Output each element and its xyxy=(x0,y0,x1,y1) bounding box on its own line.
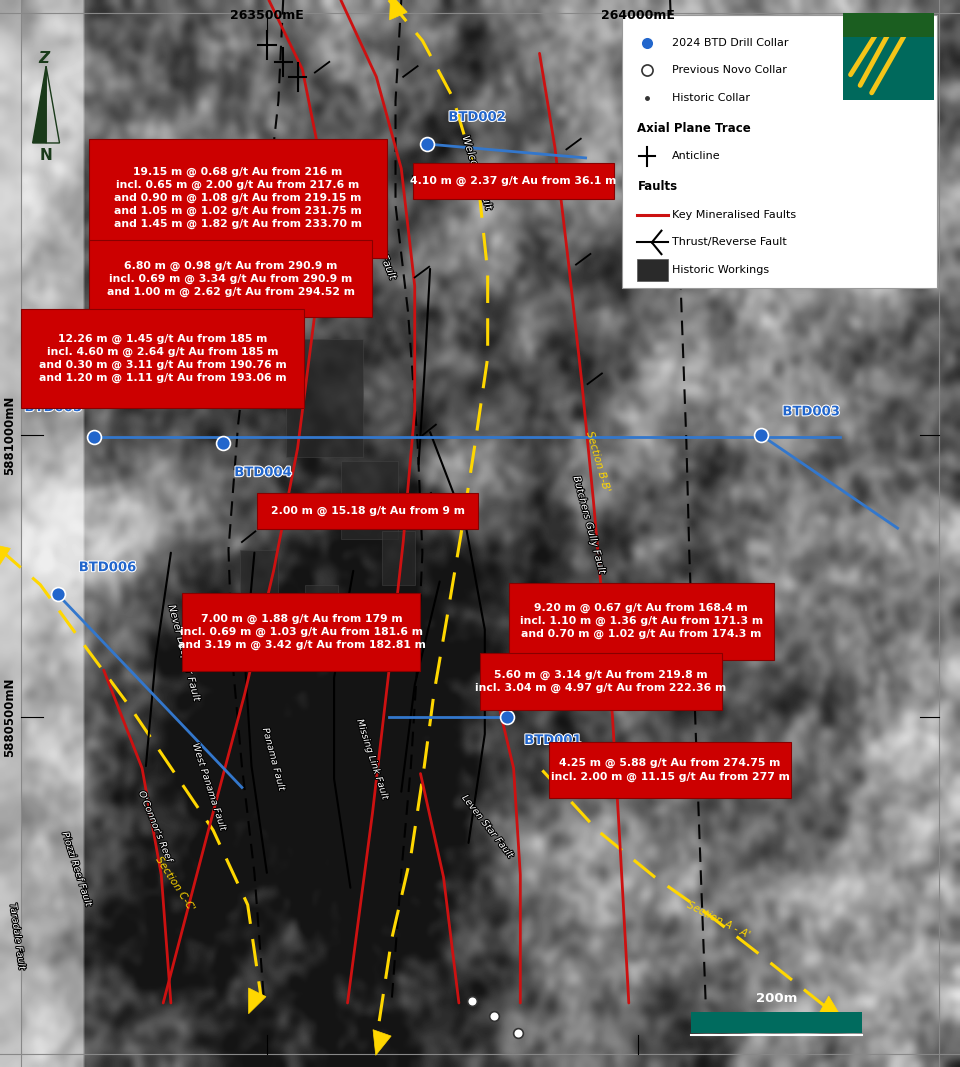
Text: Taradale Fault: Taradale Fault xyxy=(8,903,27,971)
Bar xyxy=(549,742,791,798)
Polygon shape xyxy=(390,0,407,20)
Text: 200m: 200m xyxy=(756,992,798,1005)
Text: Butchers Gully Fault: Butchers Gully Fault xyxy=(571,475,608,575)
Bar xyxy=(89,139,387,258)
Text: BTD004: BTD004 xyxy=(234,466,293,479)
Polygon shape xyxy=(33,66,46,143)
Polygon shape xyxy=(0,543,11,566)
Text: Missing Link Fault: Missing Link Fault xyxy=(355,718,390,801)
Text: 263500mE: 263500mE xyxy=(230,9,303,21)
Text: Thrust/Reverse Fault: Thrust/Reverse Fault xyxy=(672,238,787,248)
Bar xyxy=(509,583,774,659)
Text: 6.80 m @ 0.98 g/t Au from 290.9 m
incl. 0.69 m @ 3.34 g/t Au from 290.9 m
and 1.: 6.80 m @ 0.98 g/t Au from 290.9 m incl. … xyxy=(107,260,355,297)
Bar xyxy=(691,1012,862,1033)
Text: Section B-B': Section B-B' xyxy=(584,429,611,493)
Text: 12.26 m @ 1.45 g/t Au from 185 m
incl. 4.60 m @ 2.64 g/t Au from 185 m
and 0.30 : 12.26 m @ 1.45 g/t Au from 185 m incl. 4… xyxy=(38,334,287,383)
Text: BTD005: BTD005 xyxy=(25,401,83,414)
Text: Never Despair Fault: Never Despair Fault xyxy=(167,604,202,702)
Text: 4.10 m @ 2.37 g/t Au from 36.1 m: 4.10 m @ 2.37 g/t Au from 36.1 m xyxy=(411,176,616,187)
Polygon shape xyxy=(819,997,842,1018)
Text: West Panama Fault: West Panama Fault xyxy=(191,743,228,832)
Text: 2024 BTD Drill Collar: 2024 BTD Drill Collar xyxy=(672,37,788,48)
Bar xyxy=(257,493,478,528)
Text: Panama Fault: Panama Fault xyxy=(261,727,286,793)
Text: Historic Collar: Historic Collar xyxy=(672,93,750,103)
Polygon shape xyxy=(341,461,398,539)
Text: 5880500mN: 5880500mN xyxy=(3,678,16,757)
Text: BTD003: BTD003 xyxy=(782,405,841,418)
Bar xyxy=(843,13,934,37)
Text: O'Connor's Reef: O'Connor's Reef xyxy=(137,790,174,864)
Bar xyxy=(182,593,420,671)
Text: Key Mineralised Faults: Key Mineralised Faults xyxy=(672,210,796,220)
Text: N: N xyxy=(39,148,53,163)
Bar xyxy=(21,309,304,408)
Text: 19.15 m @ 0.68 g/t Au from 216 m
incl. 0.65 m @ 2.00 g/t Au from 217.6 m
and 0.9: 19.15 m @ 0.68 g/t Au from 216 m incl. 0… xyxy=(114,166,362,229)
Text: Z: Z xyxy=(40,46,52,61)
Text: 7.00 m @ 1.88 g/t Au from 179 m
incl. 0.69 m @ 1.03 g/t Au from 181.6 m
and 3.19: 7.00 m @ 1.88 g/t Au from 179 m incl. 0.… xyxy=(178,614,425,650)
Text: Anticline: Anticline xyxy=(672,152,721,161)
Polygon shape xyxy=(382,531,415,585)
Text: 2.00 m @ 15.18 g/t Au from 9 m: 2.00 m @ 15.18 g/t Au from 9 m xyxy=(271,506,465,516)
Text: Previous Novo Collar: Previous Novo Collar xyxy=(672,65,787,76)
Text: 9.20 m @ 0.67 g/t Au from 168.4 m
incl. 1.10 m @ 1.36 g/t Au from 171.3 m
and 0.: 9.20 m @ 0.67 g/t Au from 168.4 m incl. … xyxy=(519,603,763,639)
Text: 5.60 m @ 3.14 g/t Au from 219.8 m
incl. 3.04 m @ 4.97 g/t Au from 222.36 m: 5.60 m @ 3.14 g/t Au from 219.8 m incl. … xyxy=(475,670,727,692)
Text: 4.25 m @ 5.88 g/t Au from 274.75 m
incl. 2.00 m @ 11.15 g/t Au from 277 m: 4.25 m @ 5.88 g/t Au from 274.75 m incl.… xyxy=(551,759,789,781)
Text: Faults: Faults xyxy=(637,180,678,193)
Text: BTD002: BTD002 xyxy=(448,111,506,124)
Text: Welcome Fault: Welcome Fault xyxy=(461,134,493,211)
Text: BTD006: BTD006 xyxy=(79,561,137,574)
Text: 5881000mN: 5881000mN xyxy=(3,396,16,475)
Polygon shape xyxy=(373,1030,391,1055)
FancyBboxPatch shape xyxy=(622,15,937,288)
Bar xyxy=(480,653,722,710)
Text: Historic Workings: Historic Workings xyxy=(672,266,769,275)
Text: BTD001: BTD001 xyxy=(524,734,582,747)
Bar xyxy=(0,0,21,1067)
Text: Hanover Reef Fault: Hanover Reef Fault xyxy=(351,185,397,281)
Text: Section C-C': Section C-C' xyxy=(154,855,196,912)
Text: Leven Star Fault: Leven Star Fault xyxy=(460,794,516,860)
Text: Axial Plane Trace: Axial Plane Trace xyxy=(637,123,751,136)
Text: Piozzi Reef Fault: Piozzi Reef Fault xyxy=(60,831,93,908)
Text: Section A - A': Section A - A' xyxy=(684,899,752,940)
Polygon shape xyxy=(249,988,266,1014)
Bar xyxy=(89,240,372,318)
Polygon shape xyxy=(240,550,278,610)
Polygon shape xyxy=(305,585,338,627)
Polygon shape xyxy=(286,339,363,457)
Bar xyxy=(637,259,668,281)
Text: 264000mE: 264000mE xyxy=(602,9,675,21)
Bar xyxy=(413,163,614,198)
Bar xyxy=(843,13,934,100)
